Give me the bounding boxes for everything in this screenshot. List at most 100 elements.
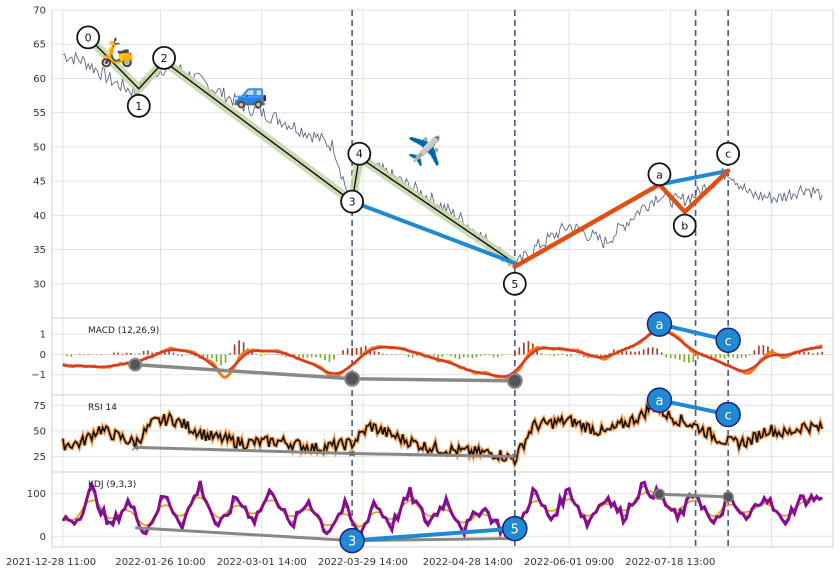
macd-histogram-bar [315,354,317,358]
wave-marker-label: 5 [511,278,518,291]
macd-histogram-bar [176,354,179,356]
wave-marker-label: a [656,168,663,181]
macd-histogram-bar [259,354,262,356]
x-tick-label: 2022-03-29 14:00 [318,557,408,568]
macd-histogram-bar [692,354,695,362]
corrective-wave-line [512,168,731,269]
macd-histogram-bar [66,354,68,357]
macd-histogram-bar [656,348,658,355]
macd-histogram-bar [479,354,482,356]
macd-histogram-bar [302,354,304,359]
macd-histogram-bar [206,354,209,359]
macd-histogram-bar [496,354,499,358]
macd-histogram-bar [678,354,681,360]
kdj-top-divergence-point [653,488,666,501]
macd-histogram-bar [224,354,227,363]
wave-marker-label: 4 [356,148,363,161]
y-tick-label: 35 [33,245,46,256]
macd-histogram-bar [767,346,769,355]
macd-histogram-bar [697,354,699,360]
macd-histogram-bar [306,354,309,358]
kdj-wave-marker [502,515,528,542]
macd-histogram-bar [647,347,649,355]
y-tick-label: −1 [31,370,46,381]
macd-wave-label: a [655,318,663,333]
macd-histogram-bar [437,354,440,359]
x-tick-label: 2022-07-18 13:00 [625,557,715,568]
macd-histogram-bar [744,354,747,358]
macd-histogram-bar [373,351,376,355]
macd-histogram-bar [710,354,713,359]
y-tick-label: 0 [40,350,46,361]
macd-histogram-bar [138,353,141,355]
macd-histogram-bar [113,352,115,355]
macd-histogram-bar [629,351,632,355]
rsi-wave-label: c [725,409,732,424]
macd-histogram-bar [719,354,721,358]
macd-histogram-bar [458,354,461,360]
wave-marker-label: 1 [135,100,142,113]
panel-frame-price [51,9,834,319]
macd-divergence-point [344,370,361,387]
macd-histogram-bar [125,352,128,355]
scooter-icon: 🛵 [100,35,135,68]
macd-histogram-bar [462,354,465,358]
macd-divergence-point [128,357,143,372]
macd-histogram-bar [492,354,495,358]
kdj-top-divergence-line [659,492,729,499]
macd-histogram-bar [79,353,81,355]
kdj-wave-marker [339,527,365,554]
wave-marker-label: c [725,148,731,161]
y-tick-label: 40 [33,211,46,222]
macd-histogram-bar [310,354,313,358]
macd-histogram-bar [96,354,98,356]
macd-histogram-bar [264,354,266,356]
macd-histogram-bar [732,354,735,358]
y-tick-label: 70 [33,6,46,17]
panel-frame-rsi [51,394,834,473]
rsi-divergence-point: ✕ [347,448,356,461]
y-tick-label: 25 [33,452,46,463]
rsi-line [62,402,823,467]
macd-histogram-bar [488,354,491,356]
macd-histogram-bar [121,353,124,355]
macd-histogram-bar [807,352,810,355]
x-tick-label: 2022-06-01 09:00 [524,557,614,568]
macd-histogram-bar [355,347,358,355]
rsi-title: RSI 14 [88,403,117,413]
macd-wave-label: c [725,334,732,349]
macd-histogram-bar [377,352,380,355]
macd-histogram-bar [523,342,525,355]
macd-histogram-bar [416,354,418,357]
macd-histogram-bar [70,354,73,357]
macd-histogram-bar [342,350,344,355]
macd-histogram-bar [625,351,628,355]
macd-histogram-bar [441,354,444,357]
kdj-j-line [61,480,823,542]
macd-histogram-bar [142,351,145,355]
macd-histogram-bar [450,354,452,357]
macd-histogram-bar [723,354,726,359]
impulse-wave-line [87,36,516,264]
macd-histogram-bar [561,353,564,355]
macd-histogram-bar [600,354,602,357]
macd-histogram-bar [715,354,717,358]
macd-histogram-bar [185,354,188,356]
wave-marker-circle [672,213,697,238]
rsi-divergence-point: ✕ [510,451,519,464]
macd-histogram-bar [467,354,469,358]
macd-histogram-bar [238,340,240,355]
macd-histogram-bar [660,352,663,355]
macd-histogram-bar [87,354,90,356]
macd-histogram-bar [669,354,672,359]
kdj-wave-connector [351,526,515,543]
macd-histogram-bar [251,351,253,355]
macd-histogram-bar [172,352,175,355]
wave-marker-label: b [681,220,688,233]
blue-trend-line [350,199,517,266]
macd-histogram-bar [433,354,435,356]
macd-histogram-bar [360,347,362,355]
macd-histogram-bar [638,351,641,355]
macd-histogram-bar [803,352,805,355]
